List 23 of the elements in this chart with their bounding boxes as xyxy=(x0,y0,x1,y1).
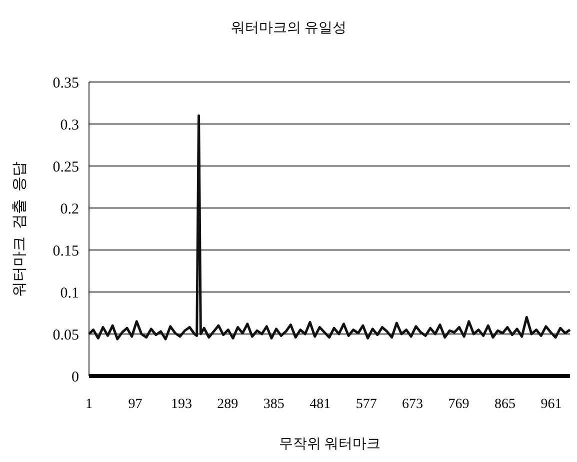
x-tick-label: 769 xyxy=(448,397,470,412)
y-axis-title: 워터마크 검출 응답 xyxy=(12,162,28,296)
y-tick-label: 0.05 xyxy=(52,327,79,344)
y-tick-label: 0.35 xyxy=(52,75,79,92)
y-tick-label: 0 xyxy=(72,369,79,386)
x-tick-label: 577 xyxy=(356,397,377,412)
y-tick-label: 0.2 xyxy=(60,201,79,218)
y-tick-label: 0.1 xyxy=(60,285,79,302)
x-tick-label: 865 xyxy=(494,397,516,412)
x-tick-label: 97 xyxy=(128,397,142,412)
x-tick-label: 673 xyxy=(402,397,424,412)
y-tick-label: 0.25 xyxy=(52,159,79,176)
chart-title: 워터마크의 유일성 xyxy=(230,21,346,36)
x-tick-label: 385 xyxy=(263,397,284,412)
x-tick-label: 1 xyxy=(86,397,92,412)
y-tick-label: 0.3 xyxy=(60,117,79,134)
x-tick-label: 481 xyxy=(310,397,331,412)
y-tick-label: 0.15 xyxy=(52,243,79,260)
x-tick-label: 193 xyxy=(170,397,192,412)
x-axis-title: 무작위 워터마크 xyxy=(278,437,380,452)
line-series xyxy=(88,114,572,340)
x-tick-label: 961 xyxy=(540,397,562,412)
x-tick-label: 289 xyxy=(217,397,238,412)
